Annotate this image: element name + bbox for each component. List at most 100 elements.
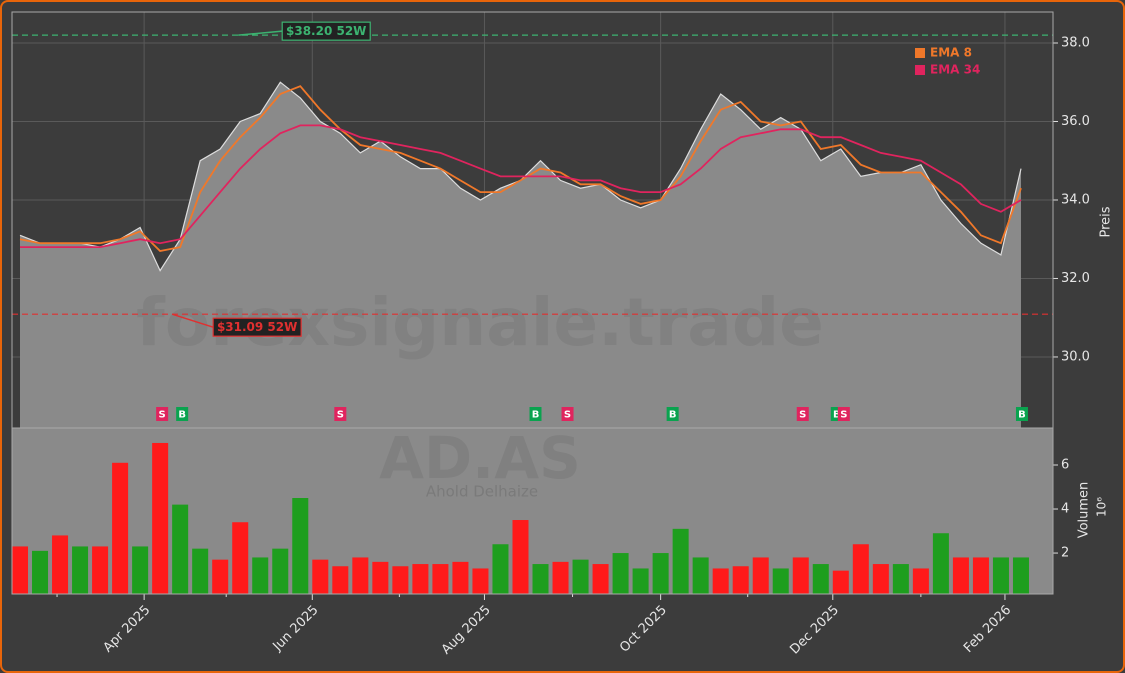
volume-bar: [692, 557, 709, 594]
price-axis-label: Preis: [1099, 206, 1114, 237]
volume-bar: [352, 557, 369, 594]
volume-bar: [912, 568, 929, 594]
volume-bar: [892, 564, 909, 594]
signal-marker: [666, 407, 679, 421]
volume-bar: [412, 564, 429, 594]
low-label: $31.09 52W: [217, 320, 297, 334]
ema-line: [20, 124, 1022, 248]
volume-bar: [632, 568, 649, 594]
volume-bar: [32, 550, 49, 594]
volume-bar: [292, 498, 309, 594]
volume-bar: [992, 557, 1009, 594]
legend-label: EMA 34: [930, 63, 980, 77]
x-tick-label: Jun 2025: [270, 603, 322, 655]
volume-bar: [12, 546, 29, 594]
volume-bar: [852, 544, 869, 594]
volume-bar: [172, 504, 189, 594]
volume-bar: [972, 557, 989, 594]
signal-marker: [334, 407, 347, 421]
signal-marker: [796, 407, 809, 421]
signal-marker: [156, 407, 169, 421]
y-tick-label: 4: [1061, 502, 1069, 517]
y-tick-label: 38.0: [1061, 36, 1090, 51]
volume-bar: [652, 553, 669, 594]
signal-marker: [1015, 407, 1028, 421]
volume-bar: [832, 570, 849, 594]
signal-label: S: [564, 410, 571, 421]
signal-marker: [529, 407, 542, 421]
high-arrow: [238, 30, 283, 36]
volume-bar: [552, 561, 569, 594]
x-tick-label: Oct 2025: [617, 603, 670, 656]
signal-label: B: [1018, 410, 1026, 421]
y-tick-label: 30.0: [1061, 349, 1090, 364]
signal-label: S: [159, 410, 166, 421]
volume-bar: [492, 544, 509, 594]
volume-bar: [532, 564, 549, 594]
volume-bar: [92, 546, 109, 594]
volume-bar: [252, 557, 269, 594]
volume-bar: [452, 561, 469, 594]
volume-bar: [152, 442, 169, 594]
volume-bar: [752, 557, 769, 594]
price-area: [20, 82, 1021, 428]
volume-bar: [312, 559, 329, 594]
signal-marker: [561, 407, 574, 421]
volume-bar: [52, 535, 69, 594]
volume-bar: [812, 564, 829, 594]
high-label-box: [281, 21, 371, 41]
volume-bar: [192, 548, 209, 594]
legend-label: EMA 8: [930, 46, 972, 60]
legend-swatch: [915, 65, 925, 75]
company-watermark: Ahold Delhaize: [426, 483, 538, 501]
x-tick-label: Aug 2025: [439, 603, 494, 658]
symbol-watermark: AD.AS: [379, 424, 581, 492]
signal-marker: [837, 407, 850, 421]
signal-label: S: [840, 410, 847, 421]
volume-bar: [332, 566, 349, 594]
volume-bar: [772, 568, 789, 594]
volume-bar: [512, 520, 529, 594]
volume-bar: [1012, 557, 1029, 594]
volume-bar: [952, 557, 969, 594]
signal-label: B: [833, 410, 841, 421]
ema-line: [19, 85, 1022, 252]
volume-bar: [472, 568, 489, 594]
volume-axis-label: Volumen: [1077, 482, 1092, 539]
volume-bar: [372, 561, 389, 594]
volume-bar: [612, 553, 629, 594]
volume-bar: [932, 533, 949, 594]
volume-bar: [432, 564, 449, 594]
y-tick-label: 34.0: [1061, 192, 1090, 207]
signal-label: B: [532, 410, 540, 421]
volume-bar: [872, 564, 889, 594]
volume-bar: [712, 568, 729, 594]
volume-bar: [272, 548, 289, 594]
volume-bar: [392, 566, 409, 594]
signal-label: B: [669, 410, 677, 421]
low-arrow: [171, 313, 214, 328]
volume-bar: [232, 522, 249, 594]
x-tick-label: Apr 2025: [101, 603, 154, 656]
volume-border: [11, 427, 1054, 595]
low-label-box: [212, 317, 302, 337]
volume-bar: [72, 546, 89, 594]
volume-bar: [572, 559, 589, 594]
x-tick-label: Dec 2025: [787, 603, 842, 658]
signal-label: B: [178, 410, 186, 421]
y-tick-label: 6: [1061, 457, 1069, 472]
volume-bar: [132, 546, 149, 594]
signal-marker: [176, 407, 189, 421]
legend-swatch: [915, 48, 925, 58]
signal-label: S: [799, 410, 806, 421]
high-label: $38.20 52W: [286, 24, 366, 38]
signal-label: S: [337, 410, 344, 421]
volume-bar: [672, 528, 689, 594]
y-tick-label: 36.0: [1061, 114, 1090, 129]
volume-bar: [792, 557, 809, 594]
volume-bar: [592, 564, 609, 594]
volume-bar: [732, 566, 749, 594]
y-tick-label: 2: [1061, 546, 1069, 561]
